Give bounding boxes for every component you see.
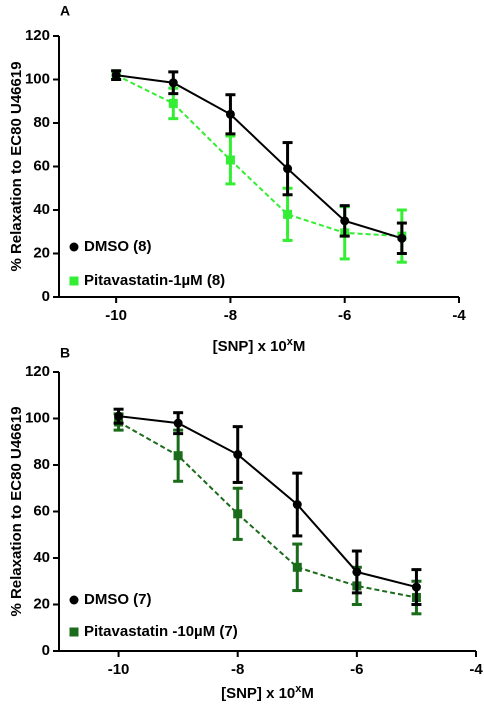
y-tick-label: 40 (33, 549, 50, 566)
legend-label: DMSO (7) (84, 591, 152, 608)
legend: DMSO (8) Pitavastatin-1µM (8) (69, 238, 225, 289)
x-tick-label: -10 (105, 307, 127, 324)
x-tick-label: -8 (231, 661, 244, 678)
data-point (340, 216, 350, 226)
y-axis-title: % Relaxation to EC80 U46619 (8, 61, 25, 271)
series-0 (111, 69, 407, 255)
y-tick-label: 100 (25, 409, 50, 426)
data-point (352, 567, 362, 577)
legend: DMSO (7) Pitavastatin -10µM (7) (69, 591, 238, 640)
x-tick-label: -4 (452, 307, 466, 324)
y-tick-label: 60 (33, 502, 50, 519)
legend-marker (69, 276, 79, 286)
data-point (225, 155, 235, 165)
legend-label: DMSO (8) (84, 238, 152, 255)
series-0 (113, 407, 422, 606)
data-point (283, 209, 293, 219)
data-point (292, 562, 302, 572)
x-axis-title-unit: M (301, 685, 314, 702)
legend-marker (69, 595, 79, 605)
y-tick-label: 0 (42, 642, 50, 659)
x-tick-label: -4 (469, 661, 483, 678)
x-axis-title-main: [SNP] x 10 (213, 338, 287, 355)
data-point (233, 450, 243, 460)
y-tick-label: 20 (33, 244, 50, 261)
y-tick-label: 80 (33, 114, 50, 131)
data-point (292, 500, 302, 510)
panel-letter: B (60, 345, 70, 361)
y-tick-label: 80 (33, 456, 50, 473)
panel-letter: A (60, 3, 70, 19)
data-point (114, 411, 124, 421)
series-1 (113, 412, 422, 616)
x-axis-title: [SNP] x 10xM (213, 336, 306, 355)
x-tick-label: -10 (108, 661, 130, 678)
x-axis-title-sup: x (295, 683, 302, 695)
data-point (397, 233, 407, 243)
series-line (115, 74, 402, 238)
y-tick-label: 0 (42, 288, 50, 305)
series-line (116, 74, 403, 240)
data-point (411, 582, 421, 592)
x-axis-title-unit: M (293, 338, 306, 355)
y-tick-label: 120 (25, 27, 50, 44)
legend-label: Pitavastatin -10µM (7) (84, 623, 238, 640)
data-point (283, 164, 293, 174)
y-tick-label: 60 (33, 157, 50, 174)
x-tick-label: -8 (224, 307, 237, 324)
y-tick-label: 100 (25, 70, 50, 87)
x-axis-title-main: [SNP] x 10 (221, 685, 295, 702)
series-line (118, 415, 417, 589)
x-tick-label: -6 (350, 661, 363, 678)
x-axis-title: [SNP] x 10xM (221, 683, 314, 702)
series-1 (111, 69, 407, 264)
chart-panel-b: B 0 20 40 60 80 100 120 -10 -8 -6 -4 [SNP] x 10xM % R… (8, 345, 483, 702)
series-line (118, 421, 417, 599)
y-axis-title: % Relaxation to EC80 U46619 (8, 406, 25, 616)
data-point (111, 70, 121, 80)
data-point (233, 509, 243, 519)
legend-marker (69, 627, 79, 637)
chart-panel-a: A 0 20 40 60 80 100 120 -10 -8 -6 -4 [SNP] x 10xM % R… (8, 3, 466, 355)
data-point (168, 98, 178, 108)
data-point (173, 451, 183, 461)
data-point (168, 78, 178, 88)
x-axis-title-sup: x (287, 336, 294, 348)
y-tick-label: 40 (33, 201, 50, 218)
y-tick-label: 20 (33, 595, 50, 612)
legend-marker (69, 242, 79, 252)
data-point (173, 418, 183, 428)
data-point (225, 109, 235, 119)
legend-label: Pitavastatin-1µM (8) (84, 272, 225, 289)
y-tick-label: 120 (25, 363, 50, 380)
x-tick-label: -6 (338, 307, 351, 324)
